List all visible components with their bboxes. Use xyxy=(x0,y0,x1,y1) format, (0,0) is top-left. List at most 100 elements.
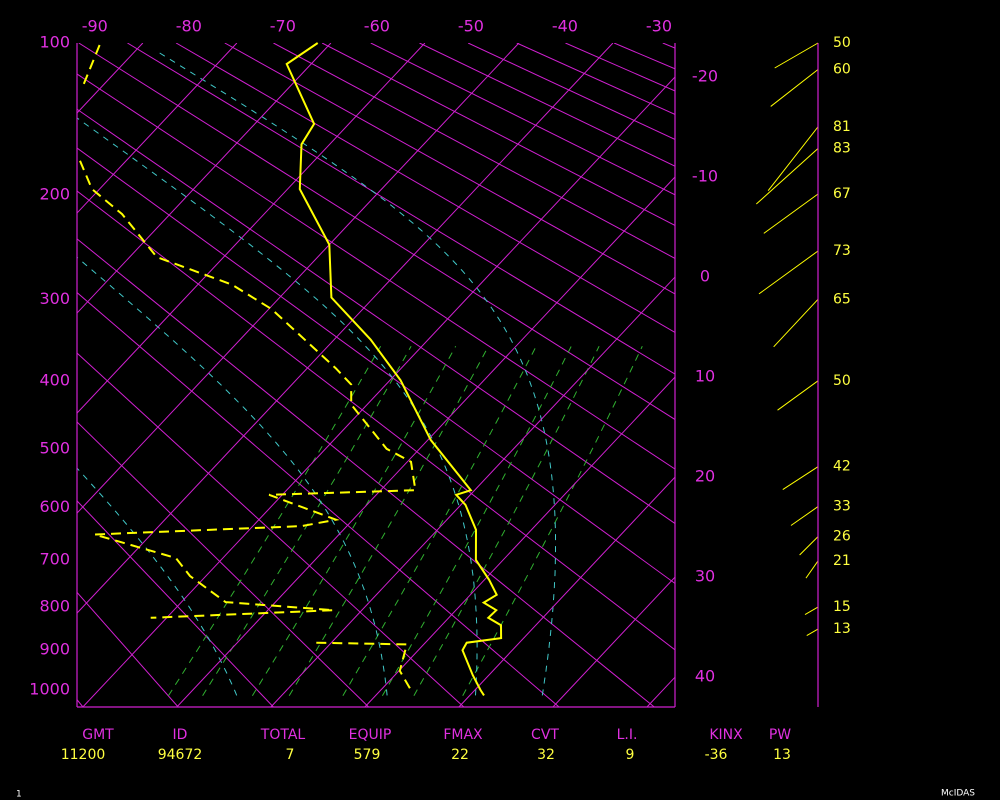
x-tick-label: 0 xyxy=(700,267,710,286)
index-header: ID xyxy=(173,727,188,743)
dry-adiabat xyxy=(370,43,675,196)
index-value: 11200 xyxy=(61,747,106,763)
dry-adiabat xyxy=(77,147,675,585)
dry-adiabat xyxy=(77,238,655,707)
dry-adiabat xyxy=(77,421,369,707)
y-tick-label: 800 xyxy=(39,597,70,616)
dry-adiabat xyxy=(77,591,179,707)
x-tick-label: -30 xyxy=(646,17,672,36)
dry-adiabat xyxy=(175,43,675,333)
moist-adiabat xyxy=(77,256,388,696)
moist-adiabat xyxy=(155,50,556,696)
index-header: KINX xyxy=(709,727,743,743)
background-lines xyxy=(77,43,675,707)
index-value: -36 xyxy=(705,747,728,763)
isotherm xyxy=(82,76,675,707)
index-value: 9 xyxy=(626,747,635,763)
wind-stick xyxy=(767,126,819,192)
mixing-ratio-line xyxy=(167,345,382,696)
page-number: 1 xyxy=(16,790,22,800)
index-value: 579 xyxy=(354,747,381,763)
wind-stick xyxy=(773,298,819,348)
wind-speed-label: 67 xyxy=(833,186,851,202)
index-value: 13 xyxy=(773,747,791,763)
dry-adiabat xyxy=(77,500,274,707)
isotherm xyxy=(270,276,675,707)
y-tick-label: 100 xyxy=(39,33,70,52)
wind-speed-label: 13 xyxy=(833,621,851,637)
x-tick-label: 10 xyxy=(695,367,715,386)
wind-stick xyxy=(774,42,819,69)
dry-adiabat xyxy=(224,43,675,295)
index-header: PW xyxy=(769,727,791,743)
temperature-line xyxy=(285,42,503,696)
x-tick-label: 40 xyxy=(695,667,715,686)
index-value: 22 xyxy=(451,747,469,763)
dry-adiabat xyxy=(77,352,465,707)
isotherm xyxy=(77,43,332,314)
x-tick-label: 20 xyxy=(695,467,715,486)
wind-speed-label: 26 xyxy=(833,529,851,545)
mixing-ratio-line xyxy=(202,345,412,696)
wind-stick xyxy=(755,148,819,205)
index-header: FMAX xyxy=(443,727,483,743)
x-tick-label: -40 xyxy=(552,17,578,36)
wind-stick xyxy=(806,628,819,637)
wind-speed-label: 65 xyxy=(833,291,851,307)
wind-stick xyxy=(758,250,819,295)
wind-stick xyxy=(782,466,819,490)
isotherm xyxy=(364,376,675,707)
isotherm xyxy=(176,176,675,707)
isotherm xyxy=(458,476,675,707)
index-value: 94672 xyxy=(158,747,203,763)
wind-speed-label: 21 xyxy=(833,553,851,569)
wind-stick xyxy=(804,606,819,616)
x-tick-label: -10 xyxy=(692,167,718,186)
profiles xyxy=(79,42,819,696)
mixing-ratio-line xyxy=(251,345,457,696)
index-value: 7 xyxy=(286,747,295,763)
wind-speed-label: 33 xyxy=(833,499,851,515)
isotherm xyxy=(77,43,426,414)
wind-speed-label: 42 xyxy=(833,459,851,475)
index-value: 32 xyxy=(537,747,555,763)
y-tick-label: 900 xyxy=(39,640,70,659)
isotherm xyxy=(77,43,520,514)
y-tick-label: 200 xyxy=(39,185,70,204)
y-tick-label: 300 xyxy=(39,289,70,308)
dewpoint-line xyxy=(79,44,417,691)
index-header: EQUIP xyxy=(349,727,392,743)
x-tick-label: -90 xyxy=(82,17,108,36)
dry-adiabat xyxy=(77,108,675,525)
x-tick-label: -20 xyxy=(692,67,718,86)
dry-adiabat xyxy=(419,43,675,167)
isotherm xyxy=(552,576,675,707)
isotherms xyxy=(77,43,675,707)
y-tick-label: 600 xyxy=(39,497,70,516)
wind-stick xyxy=(763,193,819,234)
wind-speed-label: 73 xyxy=(833,243,851,259)
dry-adiabat xyxy=(77,291,560,707)
moist-adiabat xyxy=(77,117,478,696)
dry-adiabat xyxy=(77,73,675,470)
x-tick-label: -50 xyxy=(458,17,484,36)
isotherm xyxy=(77,43,238,214)
mixing-ratio-line xyxy=(462,345,643,696)
dry-adiabat xyxy=(78,43,675,421)
dry-adiabat xyxy=(273,43,675,259)
y-tick-label: 700 xyxy=(39,549,70,568)
x-tick-label: -60 xyxy=(364,17,390,36)
isotherm xyxy=(77,43,614,614)
y-tick-label: 500 xyxy=(39,438,70,457)
index-header: GMT xyxy=(82,727,114,743)
wind-speed-label: 83 xyxy=(833,141,851,157)
wind-speed-label: 81 xyxy=(833,119,851,135)
wind-speed-label: 15 xyxy=(833,599,851,615)
wind-stick xyxy=(799,536,819,556)
x-tick-label: -70 xyxy=(270,17,296,36)
wind-stick xyxy=(805,560,819,579)
index-header: L.I. xyxy=(617,727,638,743)
x-tick-label: -80 xyxy=(176,17,202,36)
